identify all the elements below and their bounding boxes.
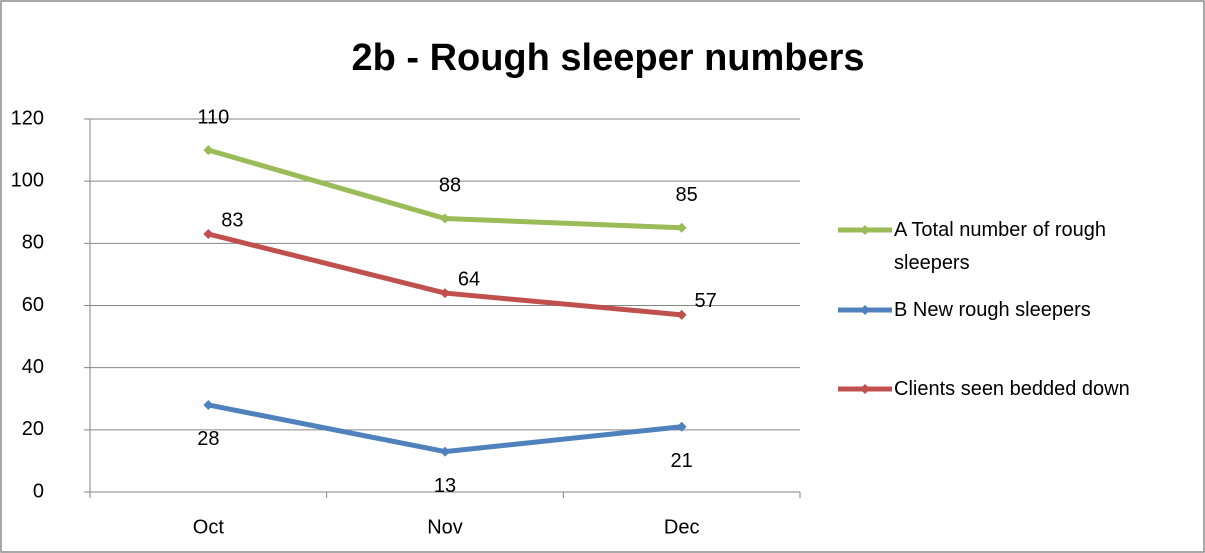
legend-marker [860, 305, 870, 315]
marker [676, 309, 687, 320]
x-tick-label: Nov [427, 516, 463, 538]
marker [676, 421, 687, 432]
legend-marker [860, 384, 870, 394]
legend-item: A Total number of rough sleepers [836, 214, 1196, 280]
legend-symbol [838, 225, 892, 235]
data-label: 83 [221, 209, 243, 231]
x-tick-label: Dec [664, 516, 700, 538]
data-label: 13 [434, 475, 456, 497]
marker [203, 145, 214, 156]
data-label: 21 [671, 450, 693, 472]
marker [440, 213, 450, 224]
legend-label: Clients seen bedded down [894, 378, 1130, 400]
data-label: 110 [197, 106, 229, 128]
y-tick-label: 60 [22, 294, 44, 316]
data-label: 64 [458, 268, 480, 290]
marker [203, 399, 214, 410]
marker [440, 446, 450, 457]
marker [676, 222, 687, 233]
y-tick-label: 40 [22, 356, 44, 378]
data-label: 85 [676, 184, 698, 206]
chart-title: 2b - Rough sleeper numbers [351, 37, 864, 79]
y-tick-label: 120 [11, 107, 44, 129]
data-label: 57 [695, 290, 717, 312]
marker [440, 288, 450, 299]
data-label: 88 [439, 175, 461, 197]
legend-symbol [838, 305, 892, 315]
legend-item: Clients seen bedded down [836, 373, 1196, 406]
y-tick-label: 100 [11, 169, 44, 191]
marker [203, 229, 214, 240]
legend-item: B New rough sleepers [836, 294, 1196, 327]
y-tick-label: 80 [22, 232, 44, 254]
legend-marker [860, 225, 870, 235]
x-tick-label: Oct [193, 516, 225, 538]
legend-symbol [838, 384, 892, 394]
y-tick-label: 20 [22, 418, 44, 440]
legend-label: A Total number of rough sleepers [894, 219, 1106, 274]
data-label: 28 [197, 428, 219, 450]
legend-label: B New rough sleepers [894, 299, 1091, 321]
y-tick-label: 0 [33, 480, 44, 502]
